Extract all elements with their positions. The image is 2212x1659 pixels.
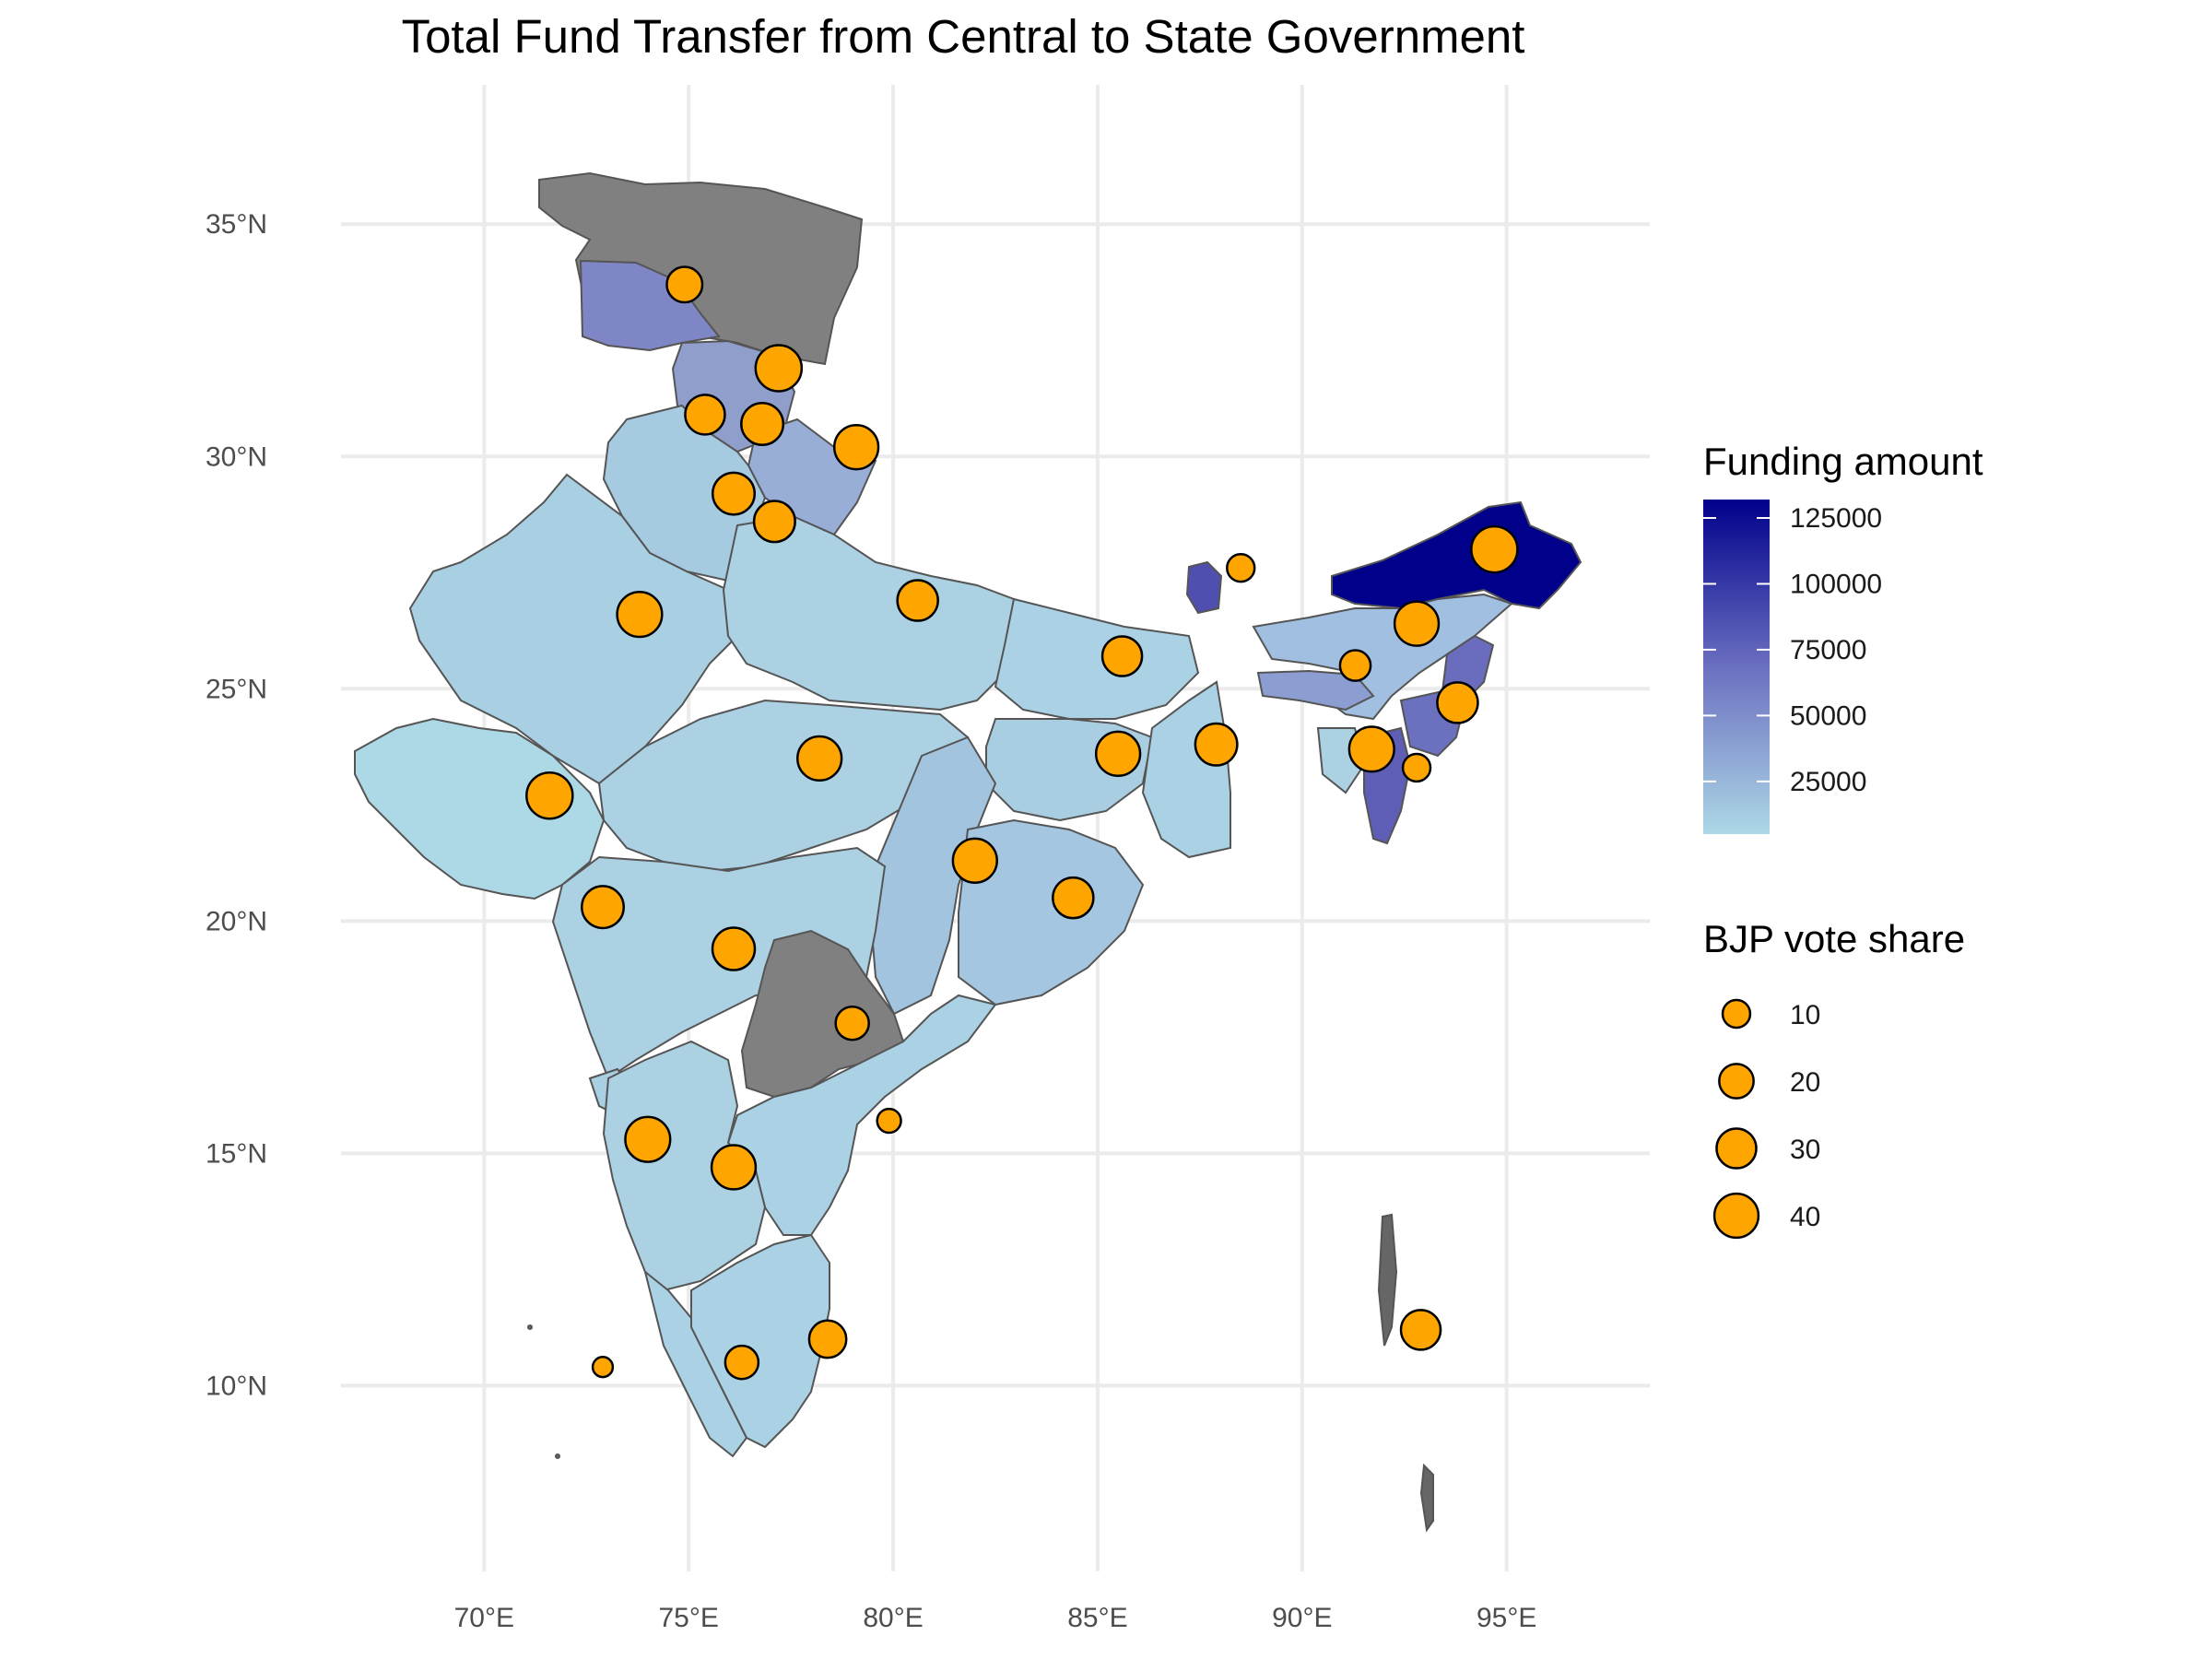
funding-legend-ticks: 125000 100000 75000 50000 25000 [1703, 503, 1882, 797]
vote-share-marker [1052, 876, 1095, 920]
x-tick-label: 70°E [454, 1603, 514, 1633]
state-regions [354, 171, 1583, 1533]
vote-share-marker [807, 1319, 848, 1359]
region-tamil-nadu [690, 1233, 830, 1449]
funding-legend: Funding amount 125000 100000 75000 50000 250… [1703, 440, 1983, 834]
axes: 70°E 75°E 80°E 85°E 90°E 95°E 10°N 15°N 20°N 25°N… [206, 209, 1536, 1633]
vote-share-marker [684, 394, 726, 436]
vote-share-marker [834, 1005, 870, 1041]
y-tick-label: 20°N [206, 906, 267, 936]
vote-share-legend-keys: 10 20 30 40 [1712, 998, 1820, 1240]
funding-colorbar [1703, 500, 1770, 834]
region-odisha [958, 818, 1145, 1006]
x-tick-label: 95°E [1477, 1603, 1536, 1633]
region-meghalaya [1256, 669, 1375, 712]
vote-share-marker [1393, 600, 1441, 647]
region-uttar-pradesh [722, 514, 1025, 712]
vote-share-marker [624, 1115, 672, 1163]
vote-share-key-marker [1712, 1192, 1760, 1240]
vote-share-key-marker [1715, 1127, 1758, 1170]
vote-share-marker [1436, 681, 1479, 724]
vote-share-marker [710, 1144, 758, 1191]
vote-share-marker [1100, 635, 1144, 677]
region-telangana [740, 929, 905, 1099]
vote-share-key-label: 30 [1790, 1135, 1820, 1165]
vote-share-key-marker [1721, 998, 1752, 1030]
vote-share-marker [740, 401, 785, 446]
vote-share-marker [832, 424, 880, 471]
vote-share-marker [876, 1107, 902, 1135]
vote-share-marker [724, 1344, 760, 1381]
funding-tick-label: 100000 [1790, 569, 1882, 599]
y-tick-label: 35°N [206, 209, 267, 240]
vote-share-marker [1194, 722, 1239, 767]
vote-share-marker [896, 579, 939, 622]
x-tick-label: 85°E [1067, 1603, 1127, 1633]
region-karnataka [602, 1040, 767, 1292]
vote-share-marker [525, 771, 574, 820]
vote-share-marker [951, 837, 998, 884]
region-rajasthan [408, 473, 739, 785]
funding-tick-label: 25000 [1790, 767, 1866, 797]
vote-share-marker [591, 1356, 615, 1379]
vote-share-marker [754, 344, 804, 393]
region-bihar [994, 597, 1200, 720]
region-sikkim [1185, 560, 1223, 615]
vote-share-key-label: 20 [1790, 1067, 1820, 1098]
vote-share-marker [1347, 725, 1395, 773]
funding-tick-label: 50000 [1790, 700, 1866, 731]
vote-share-marker [1470, 524, 1519, 574]
x-tick-label: 75°E [658, 1603, 718, 1633]
vote-share-marker [1338, 649, 1372, 682]
region-north-hill [579, 259, 721, 352]
chart-title: Total Fund Transfer from Central to Stat… [401, 10, 1525, 63]
region-nicobar [1419, 1463, 1434, 1533]
vote-share-marker [796, 735, 843, 782]
y-tick-label: 30°N [206, 441, 267, 472]
x-tick-label: 80°E [863, 1603, 923, 1633]
vote-share-marker [752, 500, 796, 544]
funding-legend-title: Funding amount [1703, 440, 1983, 483]
x-tick-label: 90°E [1272, 1603, 1332, 1633]
vote-share-marker [1094, 730, 1142, 778]
region-lakshadweep-2 [555, 1453, 560, 1459]
vote-share-marker [580, 885, 626, 930]
funding-tick-label: 75000 [1790, 635, 1866, 665]
vote-share-legend-title: BJP vote share [1703, 917, 1965, 960]
vote-share-marker [665, 265, 704, 304]
vote-share-marker [1226, 553, 1256, 583]
funding-tick-label: 125000 [1790, 503, 1882, 534]
vote-share-marker [711, 926, 757, 971]
region-arunachal [1331, 500, 1583, 610]
vote-share-marker [616, 591, 664, 639]
vote-share-key-label: 40 [1790, 1202, 1820, 1232]
region-lakshadweep [527, 1324, 533, 1330]
vote-share-marker [711, 471, 757, 516]
vote-share-legend: BJP vote share 10 20 30 40 [1703, 917, 1965, 1240]
vote-share-marker [1401, 752, 1432, 783]
vote-share-marker [1399, 1309, 1442, 1351]
vote-share-key-label: 10 [1790, 1000, 1820, 1030]
region-andaman-nicobar [1377, 1213, 1398, 1347]
vote-share-key-marker [1718, 1063, 1755, 1100]
y-tick-label: 10°N [206, 1371, 267, 1401]
region-gujarat [354, 717, 606, 900]
vote-share-markers [525, 265, 1519, 1381]
y-tick-label: 25°N [206, 674, 267, 704]
y-tick-label: 15°N [206, 1138, 267, 1169]
